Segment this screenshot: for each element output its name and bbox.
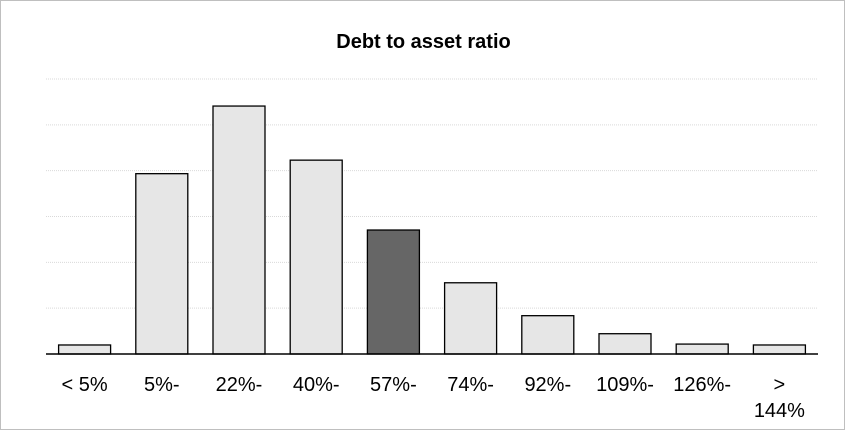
chart-title: Debt to asset ratio [336, 31, 511, 53]
bar [752, 344, 807, 355]
x-tick-label: < 5% [62, 374, 108, 396]
bar [521, 315, 575, 355]
bar-highlighted [366, 229, 421, 355]
bar [675, 343, 729, 355]
x-tick-label: 40%- [293, 374, 340, 396]
x-tick-label: 92%- [524, 374, 571, 396]
bar [135, 173, 189, 355]
bar [57, 344, 112, 355]
x-tick-label: 109%- [596, 374, 654, 396]
bar [289, 159, 343, 355]
x-tick-label: 74%- [447, 374, 494, 396]
x-tick-label: 22%- [216, 374, 263, 396]
x-tick-label: 57%- [370, 374, 417, 396]
bar [598, 333, 652, 355]
bar [212, 105, 266, 355]
x-tick-label: >144% [754, 374, 805, 422]
x-tick-label: 5%- [144, 374, 180, 396]
x-tick-label: 126%- [673, 374, 731, 396]
bar [443, 282, 498, 355]
